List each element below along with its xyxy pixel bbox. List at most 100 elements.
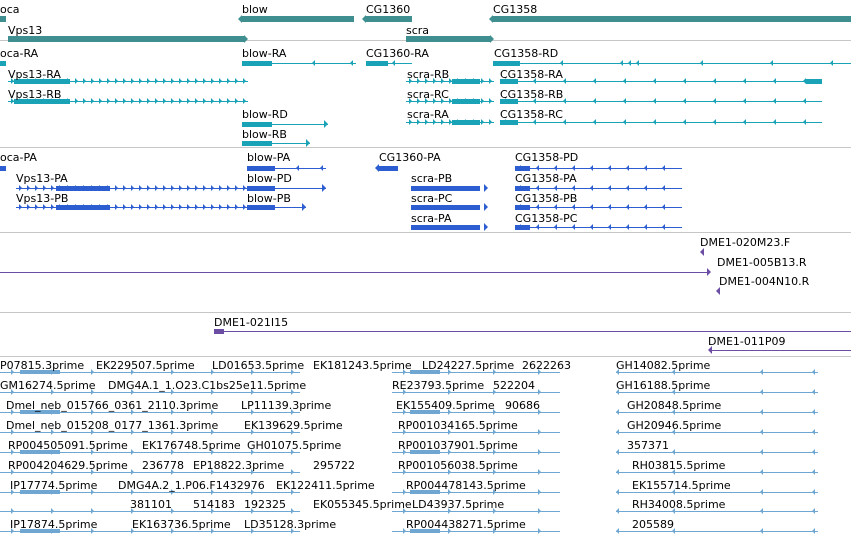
clone-label[interactable]: DME1-021I15 xyxy=(214,316,289,329)
est-label[interactable]: DMG4A.1_1.O23.C1bs25e11.5prime xyxy=(108,379,307,392)
est-label[interactable]: LD35128.3prime xyxy=(244,518,337,531)
protein-label[interactable]: scra-PA xyxy=(411,212,452,225)
strand-arrow xyxy=(493,449,496,455)
intron-line xyxy=(616,392,818,393)
strand-arrow xyxy=(163,185,166,191)
est-label[interactable]: EP18822.3prime xyxy=(193,459,285,472)
est-label[interactable]: 90686 xyxy=(505,399,540,412)
transcript-label[interactable]: scra-RC xyxy=(407,88,449,101)
est-label[interactable]: EK155714.5prime xyxy=(632,479,731,492)
gene-label-scra[interactable]: scra xyxy=(406,24,430,37)
est-label[interactable]: 357371 xyxy=(627,439,669,452)
gene-label-vps13[interactable]: Vps13 xyxy=(8,24,43,37)
protein-label[interactable]: CG1358-PD xyxy=(515,151,579,164)
est-label[interactable]: LP11139.3prime xyxy=(241,399,332,412)
est-label[interactable]: 192325 xyxy=(244,498,286,511)
strand-arrow xyxy=(538,508,541,514)
transcript-label[interactable]: oca-RA xyxy=(0,47,39,60)
est-label[interactable]: 2622263 xyxy=(522,359,571,372)
protein-label[interactable]: oca-PA xyxy=(0,151,37,164)
strand-arrow xyxy=(115,185,118,191)
est-label[interactable]: DMG4A.2_1.P06.F1432976 xyxy=(118,479,265,492)
est-label[interactable]: EK229507.5prime xyxy=(96,359,195,372)
est-label[interactable]: GH01075.5prime xyxy=(247,439,342,452)
clone-label[interactable]: DME1-004N10.R xyxy=(719,275,810,288)
est-label[interactable]: RP004438271.5prime xyxy=(406,518,526,531)
est-label[interactable]: RP004505091.5prime xyxy=(8,439,128,452)
feature-bar xyxy=(242,122,272,127)
protein-label[interactable]: CG1358-PB xyxy=(515,192,578,205)
transcript-label[interactable]: blow-RD xyxy=(242,108,288,121)
strand-arrow xyxy=(251,528,254,534)
transcript-label[interactable]: Vps13-RA xyxy=(8,68,61,81)
est-label[interactable]: RE23793.5prime xyxy=(392,379,485,392)
est-label[interactable]: EK155409.5prime xyxy=(396,399,495,412)
est-label[interactable]: EK122411.5prime xyxy=(276,479,375,492)
est-label[interactable]: GH20946.5prime xyxy=(627,419,722,432)
gene-label-cg1358[interactable]: CG1358 xyxy=(493,3,538,16)
feature-bar xyxy=(366,16,412,22)
est-label[interactable]: EK139629.5prime xyxy=(244,419,343,432)
protein-label[interactable]: blow-PB xyxy=(247,192,291,205)
est-label[interactable]: 381101 xyxy=(130,498,172,511)
protein-label[interactable]: scra-PB xyxy=(411,172,453,185)
est-label[interactable]: Dmel_neb_015766_0361_2110.3prime xyxy=(6,399,219,412)
gene-label-blow[interactable]: blow xyxy=(242,3,268,16)
strand-arrow xyxy=(760,449,763,455)
transcript-label[interactable]: CG1358-RB xyxy=(500,88,564,101)
gene-label-cg1360[interactable]: CG1360 xyxy=(366,3,411,16)
transcript-label[interactable]: CG1358-RA xyxy=(500,68,563,81)
protein-label[interactable]: CG1358-PA xyxy=(515,172,577,185)
strand-arrow xyxy=(616,389,619,395)
protein-label[interactable]: blow-PA xyxy=(247,151,291,164)
est-label[interactable]: RH03815.5prime xyxy=(632,459,726,472)
protein-label[interactable]: Vps13-PA xyxy=(16,172,68,185)
transcript-label[interactable]: CG1358-RC xyxy=(500,108,563,121)
est-label[interactable]: RP001056038.5prime xyxy=(398,459,518,472)
est-label[interactable]: IP17774.5prime xyxy=(10,479,98,492)
est-label[interactable]: IP17874.5prime xyxy=(10,518,98,531)
est-label[interactable]: GH16188.5prime xyxy=(616,379,711,392)
protein-label[interactable]: CG1360-PA xyxy=(379,151,441,164)
est-label[interactable]: 236778 xyxy=(142,459,184,472)
strand-arrow xyxy=(448,429,451,435)
est-label[interactable]: RH34008.5prime xyxy=(632,498,726,511)
transcript-label[interactable]: CG1358-RD xyxy=(494,47,559,60)
est-label[interactable]: RP001037901.5prime xyxy=(398,439,518,452)
protein-label[interactable]: CG1358-PC xyxy=(515,212,578,225)
transcript-label[interactable]: blow-RA xyxy=(242,47,287,60)
clone-label[interactable]: DME1-011P09 xyxy=(708,335,786,348)
transcript-label[interactable]: blow-RB xyxy=(242,128,287,141)
est-label[interactable]: LD24227.5prime xyxy=(422,359,515,372)
est-label[interactable]: RP001034165.5prime xyxy=(398,419,518,432)
est-label[interactable]: EK163736.5prime xyxy=(132,518,231,531)
est-label[interactable]: RP004204629.5prime xyxy=(8,459,128,472)
transcript-label[interactable]: scra-RB xyxy=(407,68,450,81)
est-label[interactable]: EK055345.5prime xyxy=(313,498,412,511)
strand-arrow xyxy=(350,60,353,66)
est-label[interactable]: Dmel_neb_015208_0177_1361.3prime xyxy=(6,419,219,432)
protein-label[interactable]: scra-PC xyxy=(411,192,453,205)
transcript-label[interactable]: scra-RA xyxy=(407,108,449,121)
transcript-label[interactable]: CG1360-RA xyxy=(366,47,429,60)
est-label[interactable]: 295722 xyxy=(313,459,355,472)
gene-label-oca[interactable]: oca xyxy=(0,3,20,16)
clone-label[interactable]: DME1-020M23.F xyxy=(700,236,791,249)
est-label[interactable]: LD43937.5prime xyxy=(412,498,505,511)
est-label[interactable]: EK176748.5prime xyxy=(142,439,241,452)
strand-arrow xyxy=(760,489,763,495)
est-label[interactable]: LD01653.5prime xyxy=(212,359,305,372)
protein-label[interactable]: blow-PD xyxy=(247,172,292,185)
est-label[interactable]: GH20848.5prime xyxy=(627,399,722,412)
est-label[interactable]: GM16274.5prime xyxy=(0,379,96,392)
transcript-label[interactable]: Vps13-RB xyxy=(8,88,62,101)
est-label[interactable]: RP004478143.5prime xyxy=(406,479,526,492)
protein-label[interactable]: Vps13-PB xyxy=(16,192,69,205)
est-label[interactable]: 514183 xyxy=(193,498,235,511)
est-label[interactable]: 522204 xyxy=(493,379,535,392)
est-label[interactable]: GH14082.5prime xyxy=(616,359,711,372)
est-label[interactable]: EK181243.5prime xyxy=(313,359,412,372)
clone-label[interactable]: DME1-005B13.R xyxy=(717,256,807,269)
est-label[interactable]: P07815.3prime xyxy=(0,359,85,372)
est-label[interactable]: 205589 xyxy=(632,518,674,531)
